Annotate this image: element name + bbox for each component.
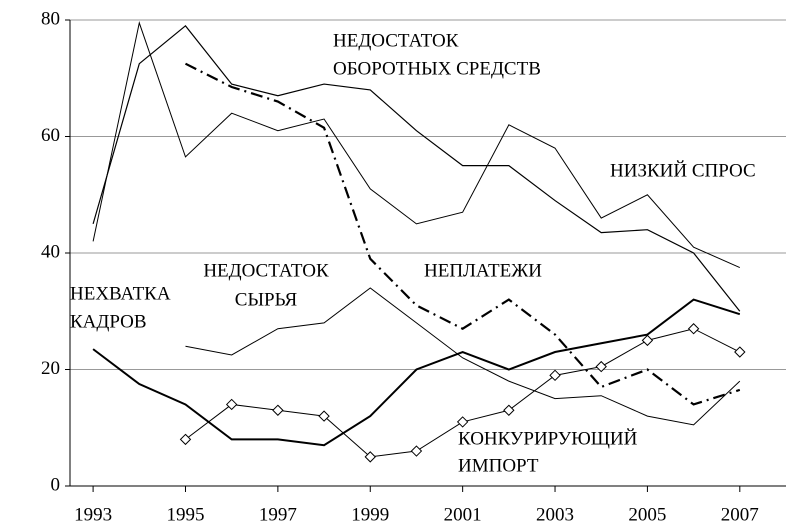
x-tick-label: 1993	[74, 504, 112, 525]
marker	[734, 346, 746, 358]
annotation: НЕПЛАТЕЖИ	[424, 260, 542, 281]
marker	[410, 445, 423, 457]
x-tick-label: 1995	[166, 504, 204, 525]
annotation: КОНКУРИРУЮЩИЙ	[458, 428, 638, 449]
marker	[364, 451, 376, 463]
marker	[456, 416, 469, 428]
marker	[641, 334, 654, 347]
annotation: ОБОРОТНЫХ СРЕДСТВ	[333, 58, 541, 79]
x-tick-label: 2007	[721, 504, 759, 525]
marker	[272, 404, 284, 416]
y-tick-label: 0	[51, 474, 61, 495]
marker	[549, 369, 561, 382]
annotation: НИЗКИЙ СПРОС	[610, 160, 756, 181]
marker	[595, 360, 607, 373]
annotation: ИМПОРТ	[458, 455, 539, 476]
annotation: КАДРОВ	[70, 311, 147, 332]
marker	[318, 410, 330, 422]
series-line	[184, 62, 741, 406]
y-tick-label: 20	[41, 358, 60, 379]
marker	[179, 433, 192, 446]
annotation: НЕДОСТАТОК	[203, 260, 329, 281]
x-tick-label: 1999	[351, 504, 389, 525]
series-line	[92, 21, 741, 269]
x-tick-label: 1997	[259, 504, 297, 525]
y-tick-label: 60	[41, 125, 60, 146]
series-line	[92, 24, 741, 312]
marker	[687, 323, 700, 335]
annotation: СЫРЬЯ	[235, 289, 298, 310]
y-tick-label: 80	[41, 8, 60, 29]
y-tick-label: 40	[41, 241, 60, 262]
annotation: НЕДОСТАТОК	[333, 30, 459, 51]
marker	[225, 398, 238, 411]
x-tick-label: 2003	[536, 504, 574, 525]
annotation: НЕХВАТКА	[70, 283, 171, 304]
series-line	[92, 298, 741, 447]
marker	[503, 404, 515, 416]
series-line	[185, 287, 741, 426]
x-tick-label: 2005	[628, 504, 666, 525]
x-tick-label: 2001	[444, 504, 482, 525]
